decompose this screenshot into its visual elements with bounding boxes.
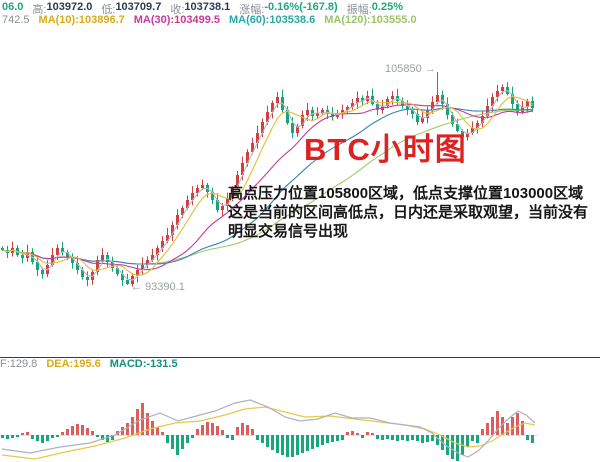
ohlc-header: 06.0 高: 103972.0 低: 103709.7 收: 103738.1 涨幅… [2,1,403,17]
dif-value-fragment: F:129.8 [0,358,38,370]
close-value: 103738.1 [184,1,231,13]
ma10-readout: MA(10): 103896.7 [39,14,125,26]
low-readout: 低: 103709.7 [101,1,161,17]
ma120-value: 103555.0 [370,14,417,26]
open-value-fragment: 06.0 [2,1,24,13]
change-label: 涨幅: [239,4,265,16]
ma-header: 742.5 MA(10): 103896.7 MA(30): 103499.5 MA… [2,14,417,26]
close-readout: 收: 103738.1 [170,1,230,17]
ma30-readout: MA(30): 103499.5 [134,14,220,26]
ma120-label: MA(120): [324,14,371,26]
low-label: 低: [101,4,116,16]
amplitude-readout: 振幅: 0.25% [347,1,403,17]
close-label: 收: [170,4,185,16]
macd-header: F:129.8 DEA: 195.6 MACD: -131.5 [0,358,178,370]
analysis-note: 高点压力位置105800区域，低点支撑位置103000区域 这是当前的区间高低点… [228,184,588,241]
change-readout: 涨幅: -0.16%(-167.8) [239,1,337,17]
macd-label: MACD: [109,358,147,370]
ma60-readout: MA(60): 103538.6 [229,14,315,26]
analysis-note-line1: 高点压力位置105800区域，低点支撑位置103000区域 [228,185,584,202]
high-value: 103972.0 [46,1,93,13]
high-price-marker: 105850 → [385,63,436,75]
ma60-label: MA(60): [229,14,270,26]
ma30-label: MA(30): [133,14,175,26]
macd-readout: MACD: -131.5 [110,358,178,370]
ma5-value-fragment: 742.5 [2,14,30,26]
ma60-value: 103538.6 [269,14,316,26]
high-label: 高: [32,4,47,16]
low-price-marker: ← 93390.1 [131,281,185,293]
ma120-readout: MA(120): 103555.0 [324,14,416,26]
macd-value: -131.5 [146,358,178,370]
amplitude-value: 0.25% [371,1,403,13]
ma30-value: 103499.5 [174,14,220,26]
change-value: -0.16%(-167.8) [264,1,338,13]
analysis-note-line2: 这是当前的区间高低点，日内还是采取观望，当前没有 [228,204,589,221]
amplitude-label: 振幅: [346,4,372,16]
ma10-value: 103896.7 [78,14,125,26]
high-readout: 高: 103972.0 [32,1,92,17]
ma10-label: MA(10): [38,14,79,26]
dea-label: DEA: [46,358,74,370]
analysis-note-line3: 明显交易信号出现 [228,223,349,240]
dea-value: 195.6 [73,358,101,370]
dea-readout: DEA: 195.6 [46,358,100,370]
low-value: 103709.7 [115,1,162,13]
chart-title: BTC小时图 [304,132,467,167]
